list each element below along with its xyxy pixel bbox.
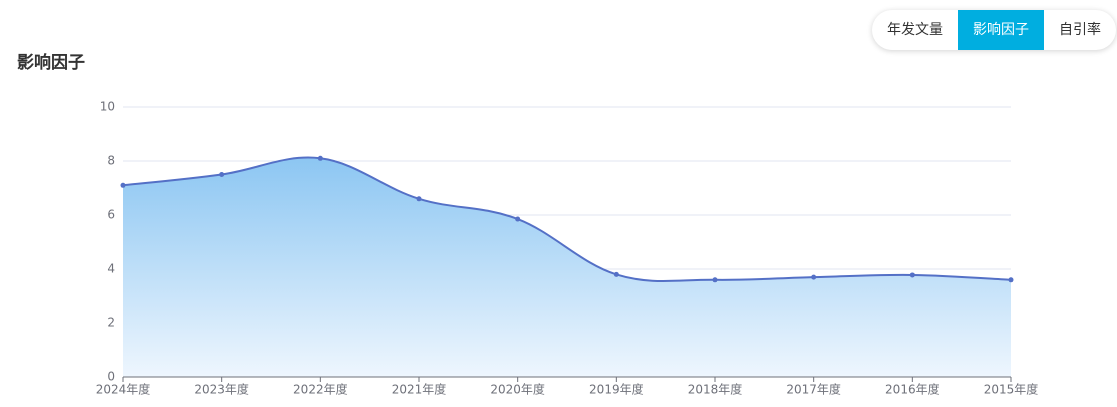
point [712, 277, 718, 283]
x-tick-label: 2021年度 [392, 382, 447, 397]
point [909, 272, 915, 278]
x-tick-label: 2018年度 [688, 382, 743, 397]
x-tick-label: 2016年度 [885, 382, 940, 397]
x-tick-label: 2020年度 [490, 382, 545, 397]
y-tick-label: 0 [107, 370, 115, 384]
x-tick-label: 2023年度 [194, 382, 249, 397]
chart-title: 影响因子 [17, 53, 85, 73]
x-tick-label: 2022年度 [293, 382, 348, 397]
point [1008, 277, 1014, 283]
point [416, 196, 422, 202]
point [515, 216, 521, 222]
tab-group: 年发文量 影响因子 自引率 [872, 10, 1116, 50]
y-tick-label: 2 [107, 316, 115, 330]
point [811, 274, 817, 280]
point [317, 155, 323, 161]
x-tick-label: 2017年度 [786, 382, 841, 397]
y-tick-label: 8 [107, 154, 115, 168]
line [122, 156, 1012, 283]
x-tick-label: 2019年度 [589, 382, 644, 397]
tab[interactable]: 自引率 [1059, 22, 1101, 38]
x-tick-label: 2015年度 [984, 382, 1039, 397]
point [120, 182, 126, 188]
tab[interactable]: 影响因子 [958, 10, 1044, 50]
y-tick-label: 10 [100, 100, 115, 114]
area [123, 157, 1011, 377]
y-tick-label: 4 [107, 262, 115, 276]
point [219, 172, 225, 177]
point [613, 271, 619, 277]
x-tick-label: 2024年度 [96, 382, 151, 397]
tab[interactable]: 年发文量 [887, 22, 943, 38]
y-tick-label: 6 [107, 208, 115, 222]
